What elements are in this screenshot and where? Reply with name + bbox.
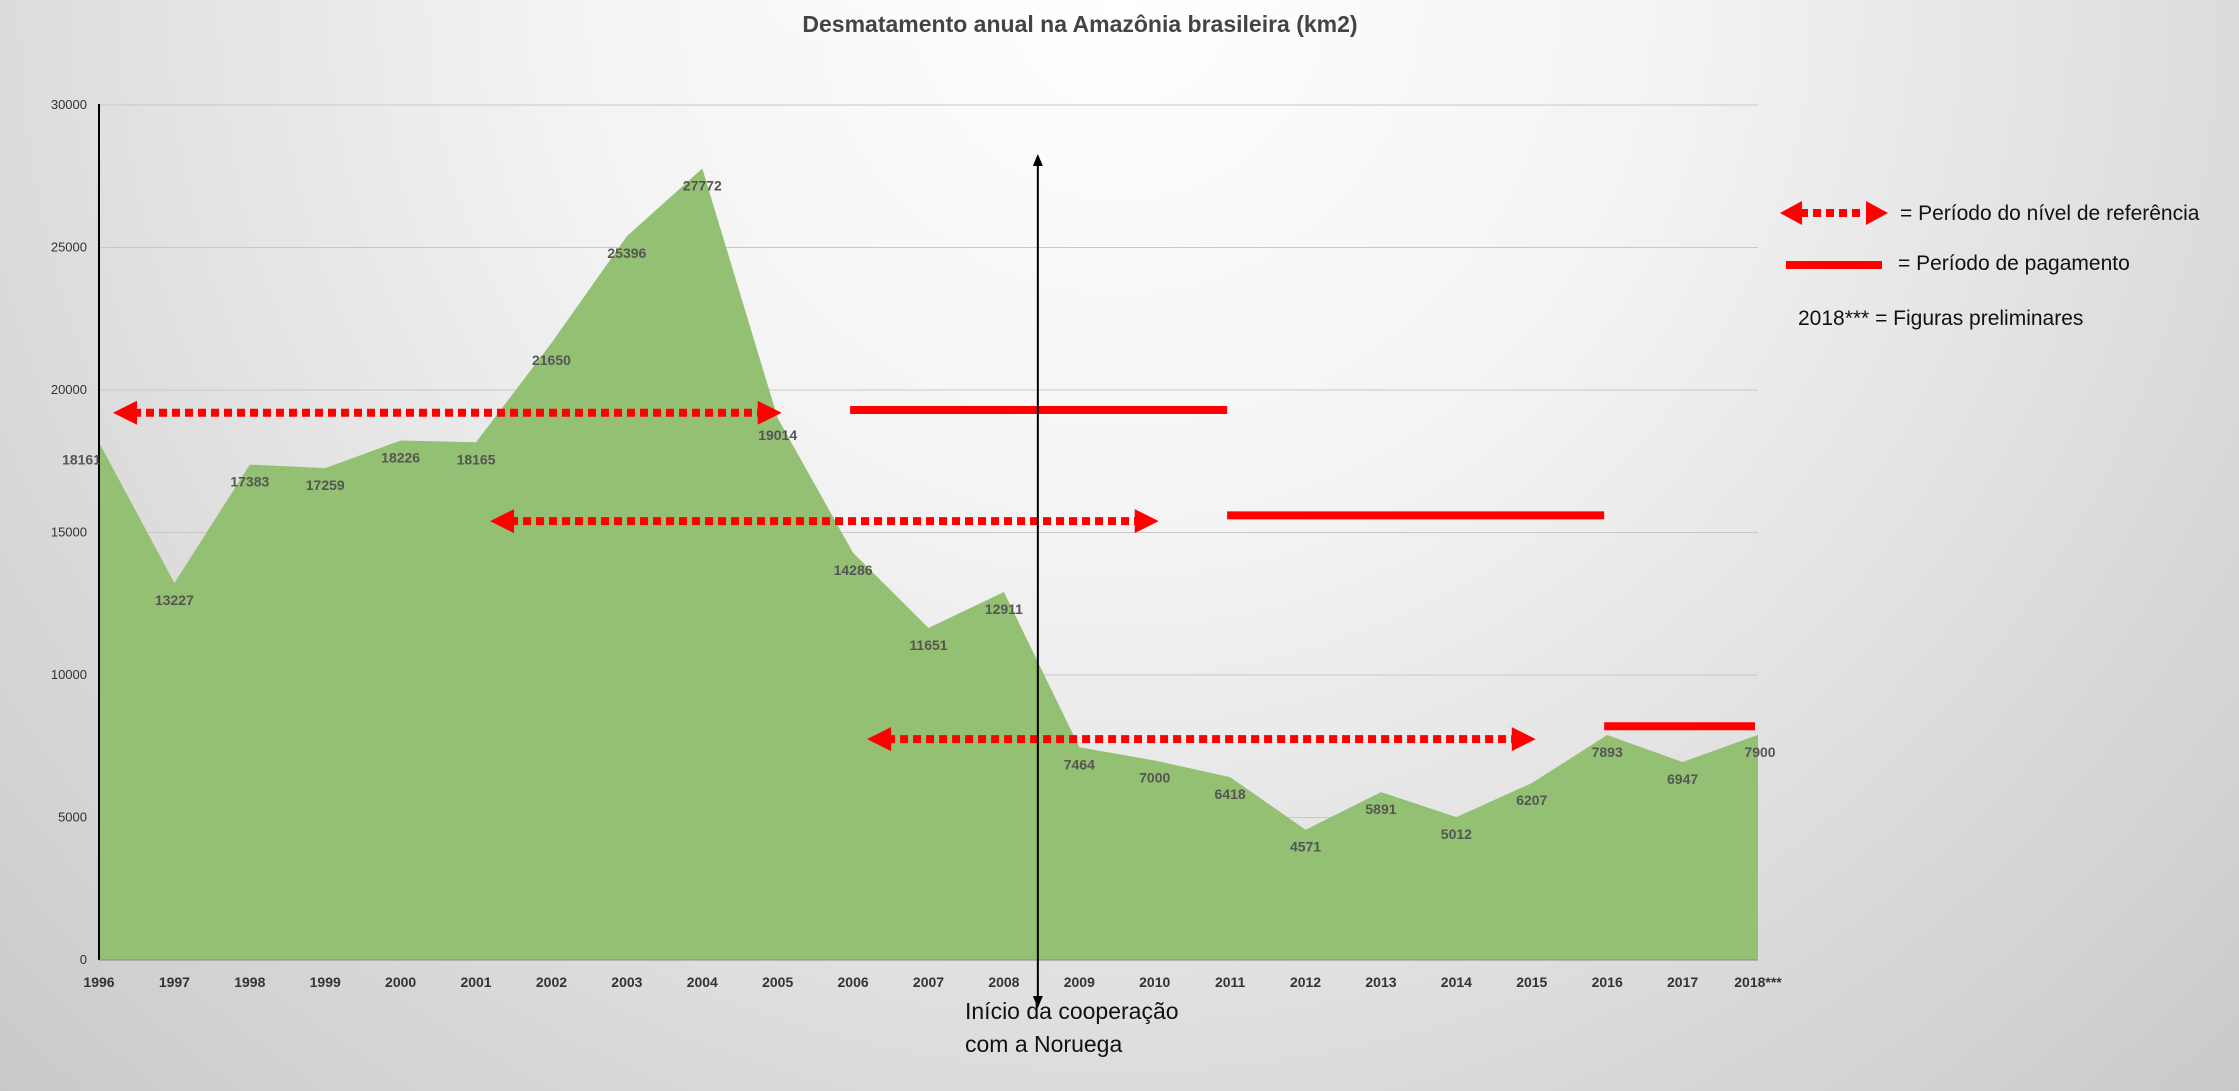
data-label: 12911 xyxy=(985,601,1023,617)
x-tick-label: 2002 xyxy=(536,974,567,990)
y-tick-label: 20000 xyxy=(51,382,87,397)
data-labels: 18161 13227 17383 17259 18226 18165 21650 25396… xyxy=(62,177,1776,854)
reference-period-arrow-right xyxy=(1134,509,1159,534)
data-label: 18161 xyxy=(62,451,101,467)
legend-reference-label: = Período do nível de referência xyxy=(1900,202,2200,225)
x-tick-label: 1999 xyxy=(310,974,341,990)
axes xyxy=(98,104,1758,961)
data-label: 19014 xyxy=(758,427,797,443)
data-label: 7900 xyxy=(1744,744,1775,760)
data-label: 6947 xyxy=(1667,771,1698,787)
x-tick-label: 2004 xyxy=(687,974,718,990)
y-axis-ticks: 0 5000 10000 15000 20000 25000 30000 xyxy=(51,97,87,967)
data-label: 18226 xyxy=(381,450,420,466)
x-tick-label: 2008 xyxy=(988,974,1019,990)
legend: = Período do nível de referência = Perío… xyxy=(1780,201,2200,330)
legend-arrow-right xyxy=(1866,201,1888,225)
y-tick-label: 30000 xyxy=(51,97,87,112)
cooperation-annotation-line1: Início da cooperação xyxy=(965,998,1179,1024)
plot-area xyxy=(99,168,1758,961)
x-tick-label: 2006 xyxy=(838,974,869,990)
data-label: 11651 xyxy=(909,637,947,653)
x-tick-label: 1998 xyxy=(234,974,265,990)
chart-title: Desmatamento anual na Amazônia brasileir… xyxy=(802,11,1357,37)
data-label: 7893 xyxy=(1592,744,1623,760)
legend-arrow-left xyxy=(1780,201,1802,225)
reference-period-arrow-right xyxy=(757,400,782,425)
reference-period-arrow-left xyxy=(867,727,892,752)
y-tick-label: 5000 xyxy=(58,810,87,825)
x-tick-label: 2014 xyxy=(1441,974,1472,990)
y-tick-label: 10000 xyxy=(51,667,87,682)
x-tick-label: 1996 xyxy=(83,974,114,990)
x-tick-label: 2010 xyxy=(1139,974,1170,990)
x-tick-label: 2000 xyxy=(385,974,416,990)
x-tick-label: 2016 xyxy=(1592,974,1623,990)
x-tick-label: 2017 xyxy=(1667,974,1698,990)
data-label: 7464 xyxy=(1064,756,1095,772)
x-tick-label: 1997 xyxy=(159,974,190,990)
y-tick-label: 0 xyxy=(80,952,87,967)
x-tick-label: 2001 xyxy=(460,974,491,990)
x-tick-label: 2003 xyxy=(611,974,642,990)
x-tick-label: 2011 xyxy=(1215,974,1246,990)
legend-reference-marker xyxy=(1780,201,1888,225)
data-label: 14286 xyxy=(834,562,873,578)
data-label: 5891 xyxy=(1365,801,1396,817)
data-label: 7000 xyxy=(1139,770,1170,786)
x-tick-label: 2007 xyxy=(913,974,944,990)
cooperation-arrow-up xyxy=(1032,154,1043,166)
x-tick-label: 2018*** xyxy=(1734,974,1782,990)
reference-period-arrow-left xyxy=(113,400,137,425)
legend-preliminary-label: 2018*** = Figuras preliminares xyxy=(1798,307,2083,330)
area-series xyxy=(99,168,1758,961)
data-label: 17259 xyxy=(306,477,345,493)
x-axis-ticks: 1996 1997 1998 1999 2000 2001 2002 2003 2004 2005… xyxy=(83,974,1782,990)
cooperation-annotation-line2: com a Noruega xyxy=(965,1031,1122,1057)
data-label: 13227 xyxy=(155,592,194,608)
x-tick-label: 2009 xyxy=(1064,974,1095,990)
reference-period-arrow-right xyxy=(1511,727,1536,752)
y-tick-label: 15000 xyxy=(51,525,87,540)
data-label: 25396 xyxy=(607,245,646,261)
cooperation-marker xyxy=(1032,154,1043,1008)
data-label: 5012 xyxy=(1441,826,1472,842)
data-label: 6418 xyxy=(1215,786,1246,802)
background-glow xyxy=(630,0,1470,190)
x-tick-label: 2005 xyxy=(762,974,793,990)
x-tick-label: 2012 xyxy=(1290,974,1321,990)
data-label: 18165 xyxy=(457,451,496,467)
cooperation-arrow-down xyxy=(1032,996,1043,1008)
x-tick-label: 2015 xyxy=(1516,974,1547,990)
legend-payment-label: = Período de pagamento xyxy=(1898,252,2130,275)
reference-period-arrow-left xyxy=(490,509,515,534)
x-tick-label: 2013 xyxy=(1365,974,1396,990)
data-label: 4571 xyxy=(1290,839,1321,855)
data-label: 27772 xyxy=(683,177,722,193)
data-label: 17383 xyxy=(230,474,269,490)
data-label: 6207 xyxy=(1516,792,1547,808)
y-tick-label: 25000 xyxy=(51,240,87,255)
data-label: 21650 xyxy=(532,352,571,368)
